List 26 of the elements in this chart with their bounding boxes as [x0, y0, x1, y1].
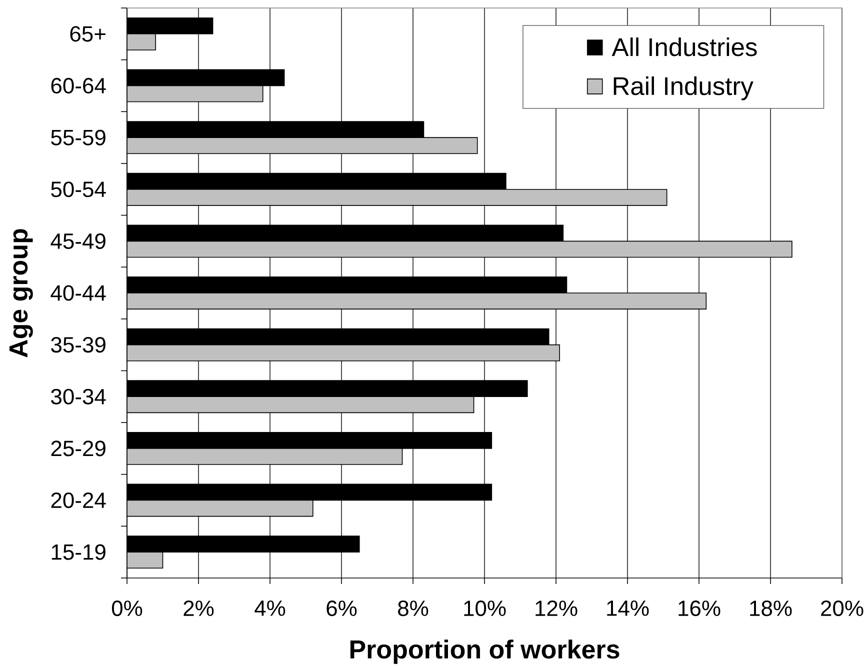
x-tick-label: 12%: [536, 600, 578, 616]
x-tick-label: 8%: [398, 600, 428, 616]
y-axis-title: Age group: [9, 229, 33, 358]
y-tick-label: 50-54: [51, 182, 106, 198]
x-axis-title: Proportion of workers: [350, 640, 620, 664]
x-tick-label: 20%: [821, 600, 864, 616]
y-tick-label: 40-44: [50, 285, 106, 301]
y-tick-label: 35-39: [51, 337, 106, 353]
y-tick-label: 45-49: [50, 233, 106, 249]
x-tick-label: 14%: [607, 600, 649, 616]
y-tick-label: 15-19: [52, 544, 106, 560]
x-tick-label: 6%: [326, 600, 357, 616]
x-tick-label: 2%: [184, 600, 214, 616]
x-tick-label: 10%: [464, 600, 506, 616]
y-tick-label: 20-24: [51, 492, 106, 508]
x-tick-label: 4%: [254, 600, 286, 616]
x-tick-label: 0%: [112, 600, 142, 616]
y-tick-label: 60-64: [51, 78, 106, 94]
y-tick-label: 55-59: [51, 130, 106, 146]
y-tick-label: 30-34: [51, 388, 106, 404]
y-tick-label: 25-29: [51, 440, 106, 456]
x-tick-label: 18%: [750, 600, 792, 616]
x-tick-label: 16%: [678, 600, 720, 616]
y-tick-label: 65+: [70, 26, 106, 42]
legend-label: All Industries: [612, 37, 757, 56]
legend-label: Rail Industry: [614, 76, 754, 100]
